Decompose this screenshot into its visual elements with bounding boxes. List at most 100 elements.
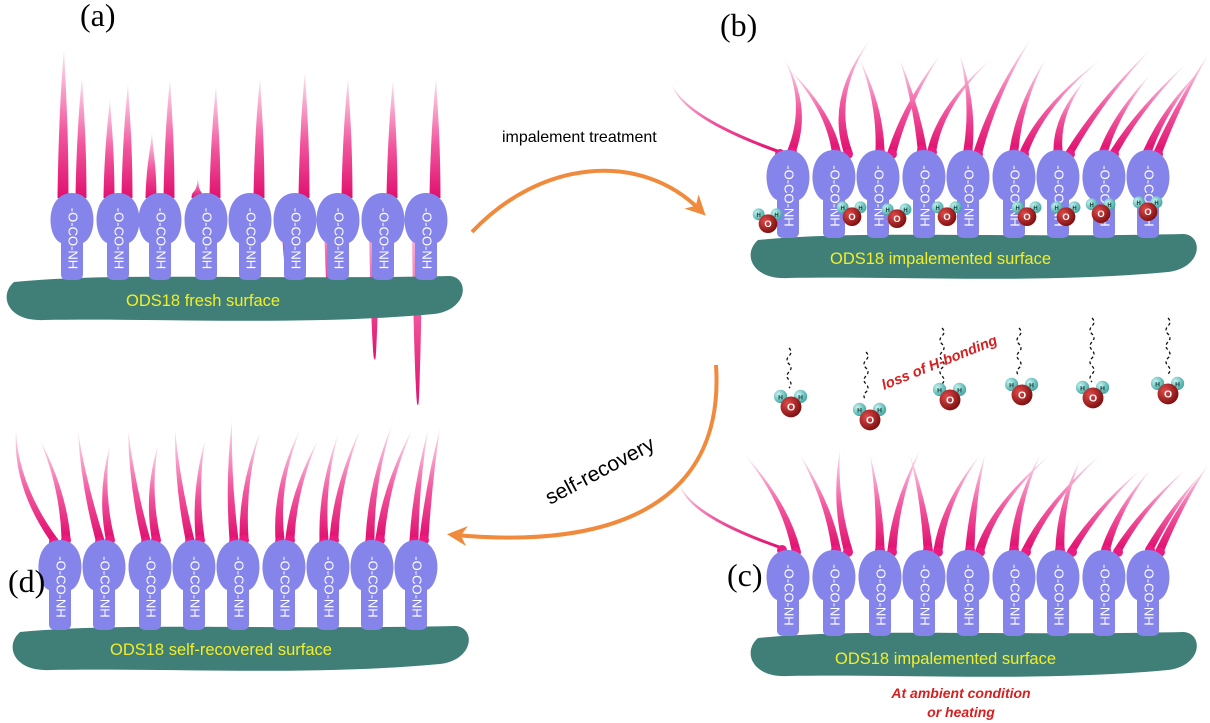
hydrogen-symbol: H [937, 387, 942, 394]
oxygen-symbol: O [848, 212, 855, 222]
carbamate-group-label: -O-CO-NH [962, 564, 977, 625]
carbamate-group-label: -O-CO-NH [420, 208, 435, 269]
headgroup-b: -O-CO-NH [1036, 150, 1080, 238]
hydrogen-symbol: H [1137, 201, 1141, 207]
hydrogen-symbol: H [886, 208, 890, 214]
trapped-water-molecule: OH H [1085, 198, 1116, 224]
headgroup-c: -O-CO-NH [1036, 550, 1080, 636]
alkyl-chain-b [785, 60, 802, 150]
headgroup-d: -O-CO-NH [306, 540, 350, 630]
alkyl-chain-b [1053, 80, 1085, 150]
alkyl-chain-d [15, 430, 59, 540]
headgroup-shape [361, 193, 405, 280]
hydrogen-symbol: H [857, 407, 862, 414]
alkyl-chain-a [75, 77, 87, 198]
alkyl-chain-b [1009, 60, 1045, 150]
trapped-water-molecule: OH H [931, 201, 962, 227]
headgroup-d: -O-CO-NH [350, 540, 394, 630]
carbamate-group-label: -O-CO-NH [918, 564, 933, 625]
alkyl-chain-b [1019, 60, 1100, 152]
impalement-treatment-label: impalement treatment [502, 129, 657, 146]
headgroup-shape [262, 540, 306, 630]
alkyl-chain-d [128, 430, 151, 540]
alkyl-chain-c [1101, 470, 1150, 548]
alkyl-chain-d [194, 440, 205, 538]
alkyl-chain-b [838, 40, 870, 152]
carbamate-group-label: -O-CO-NH [872, 165, 887, 226]
broken-h-bond-line [1089, 317, 1095, 383]
alkyl-chain-c [965, 455, 985, 548]
self-recovery-arrow [447, 364, 719, 547]
headgroup-d: -O-CO-NH [82, 540, 126, 630]
carbamate-group-label: -O-CO-NH [200, 208, 215, 269]
substrate-c [750, 632, 1197, 677]
alkyl-chain-d [78, 432, 105, 540]
headgroup-b: -O-CO-NH [902, 150, 946, 238]
released-water-molecule: OH H [932, 382, 967, 411]
oxygen-atom [1157, 383, 1179, 405]
alkyl-chain-c [1009, 455, 1040, 548]
panel-letter-a: (a) [80, 0, 116, 33]
alkyl-chain-c [933, 455, 980, 550]
headgroup-c: -O-CO-NH [812, 550, 856, 636]
headgroup-shape [902, 150, 946, 238]
carbamate-group-label: -O-CO-NH [66, 208, 81, 269]
carbamate-group-label: -O-CO-NH [366, 556, 381, 617]
headgroup-shape [50, 193, 94, 280]
surface-label-c: ODS18 impalemented surface [835, 650, 1056, 668]
oxygen-atom [842, 207, 862, 227]
hydrogen-symbol: H [774, 213, 778, 219]
oxygen-atom [939, 389, 961, 411]
carbamate-group-label: -O-CO-NH [1098, 564, 1113, 625]
alkyl-chain-d [239, 432, 260, 538]
hydrogen-symbol: H [1175, 381, 1180, 388]
alkyl-chain-d [174, 430, 195, 540]
hydrogen-symbol: H [1009, 382, 1014, 389]
released-water-molecule: OH H [852, 402, 887, 431]
alkyl-chain-c [836, 450, 853, 550]
hydrogen-symbol: H [841, 206, 845, 212]
headgroup-c: -O-CO-NH [1126, 550, 1170, 636]
headgroup-a: -O-CO-NH [138, 193, 182, 280]
carbamate-group-label: -O-CO-NH [828, 564, 843, 625]
trapped-water-molecule: OH H [1050, 201, 1081, 227]
hydrogen-symbol: H [957, 387, 962, 394]
broken-h-bond-line [863, 351, 869, 401]
carbamate-group-label: -O-CO-NH [410, 556, 425, 617]
headgroup-shape [128, 540, 172, 630]
headgroup-a: -O-CO-NH [361, 193, 405, 280]
carbamate-group-label: -O-CO-NH [54, 556, 69, 617]
impalement-arrow [470, 168, 706, 234]
headgroup-shape [1126, 150, 1170, 238]
broken-h-bond-line [1165, 317, 1171, 375]
headgroup-shape [1126, 550, 1170, 636]
carbamate-group-label: -O-CO-NH [782, 165, 797, 226]
alkyl-chain-a [298, 72, 310, 198]
alkyl-chain-b [1109, 65, 1185, 152]
hydrogen-symbol: H [798, 394, 803, 401]
ambient-condition-note: At ambient condition [890, 685, 1030, 701]
alkyl-chain-d [102, 445, 115, 538]
alkyl-chain-b [860, 60, 885, 150]
hydrogen-symbol: H [858, 206, 862, 212]
alkyl-chain-b [900, 60, 927, 148]
alkyl-chain-c [887, 450, 920, 550]
headgroup-c: -O-CO-NH [946, 550, 990, 636]
oxygen-symbol: O [1023, 212, 1030, 222]
headgroup-shape [1082, 550, 1126, 636]
alkyl-chain-b [973, 40, 1030, 152]
self-recovery-label: self-recovery [542, 432, 659, 509]
alkyl-chain-b [960, 55, 974, 150]
headgroups: -O-CO-NH -O-CO-NH -O-CO-NH -O-CO-NH -O-CO-NH… [38, 150, 1170, 636]
alkyl-chain-a [145, 132, 157, 198]
hydrogen-symbol: H [1029, 382, 1034, 389]
surface-label-b: ODS18 impalemented surface [830, 250, 1051, 268]
headgroup-shape [394, 540, 438, 630]
hydrogen-symbol: H [1072, 206, 1076, 212]
oxygen-symbol: O [1097, 209, 1104, 219]
alkyl-chain-c [1055, 460, 1080, 548]
oxygen-symbol: O [1062, 212, 1069, 222]
carbamate-group-label: -O-CO-NH [154, 208, 169, 269]
headgroup-d: -O-CO-NH [262, 540, 306, 630]
hydrogen-symbol: H [1055, 206, 1059, 212]
